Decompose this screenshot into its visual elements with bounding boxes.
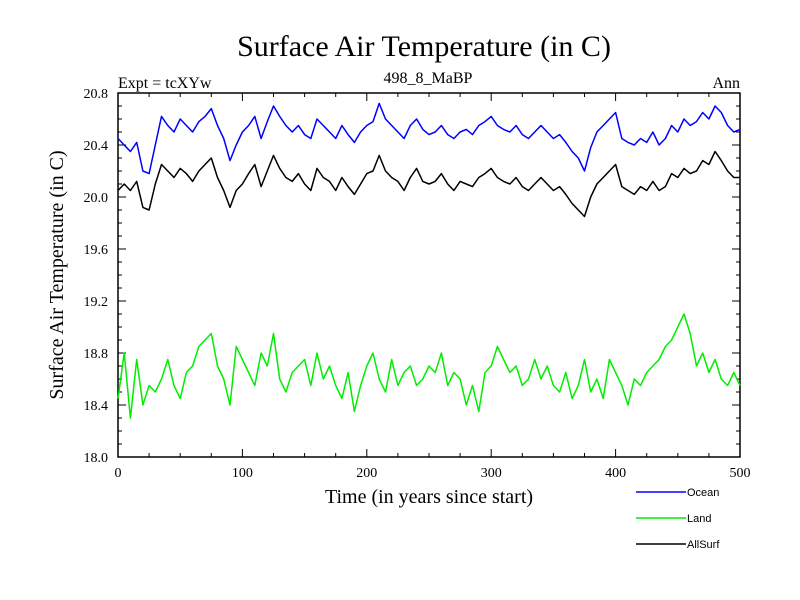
x-tick-label: 500: [730, 466, 751, 481]
x-tick-label: 100: [232, 466, 253, 481]
y-axis-label: Surface Air Temperature (in C): [46, 150, 68, 399]
y-tick-label: 18.0: [84, 451, 109, 466]
series-layer: [117, 102, 741, 419]
legend-label: Land: [687, 513, 711, 525]
y-tick-label: 18.4: [84, 399, 109, 414]
series-line-allsurf: [117, 150, 740, 218]
chart-subtitle: 498_8_MaBP: [384, 70, 473, 87]
x-tick-label: 300: [481, 466, 502, 481]
y-tick-label: 19.2: [84, 295, 109, 310]
legend-item-allsurf: AllSurf: [636, 539, 720, 551]
x-tick-label: 0: [115, 466, 122, 481]
y-tick-label: 20.4: [84, 139, 109, 154]
legend-label: AllSurf: [687, 539, 720, 551]
legend-item-ocean: Ocean: [636, 487, 719, 499]
axis-ticks: 18.0 18.4 18.8 19.2 19.6 20.0 20.4 20.8 0 100 200 3…: [84, 87, 751, 481]
chart-title: Surface Air Temperature (in C): [237, 30, 611, 63]
y-tick-label: 19.6: [84, 243, 109, 258]
legend-label: Ocean: [687, 487, 719, 499]
y-tick-label: 20.0: [84, 191, 109, 206]
season-label: Ann: [712, 75, 740, 92]
x-tick-label: 200: [356, 466, 377, 481]
experiment-label: Expt = tcXYw: [118, 75, 212, 92]
legend-item-land: Land: [636, 513, 711, 525]
y-tick-label: 20.8: [84, 87, 109, 102]
y-tick-label: 18.8: [84, 347, 109, 362]
legend: Ocean Land AllSurf: [636, 487, 720, 551]
plot-frame: [117, 92, 741, 458]
x-tick-label: 400: [605, 466, 626, 481]
series-line-land: [117, 313, 741, 419]
x-axis-label: Time (in years since start): [325, 486, 533, 508]
series-line-ocean: [117, 102, 741, 175]
